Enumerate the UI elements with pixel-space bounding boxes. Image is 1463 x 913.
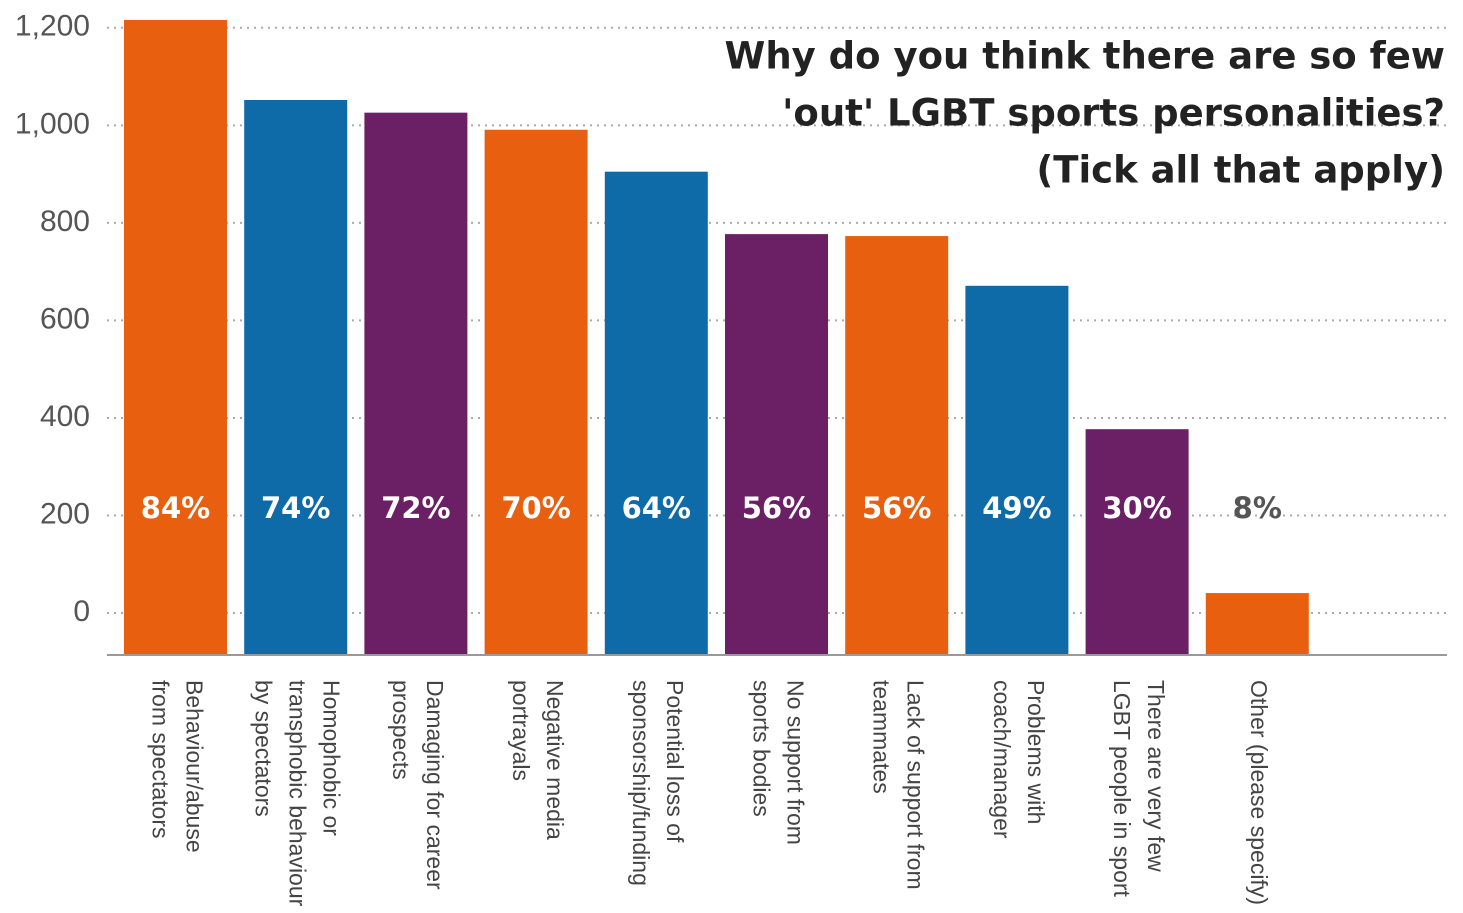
bar [965, 285, 1069, 655]
y-tick-label: 400 [40, 400, 90, 433]
x-tick-label: Potential loss of [662, 680, 688, 843]
bar-label: 74% [261, 491, 330, 525]
x-tick-label: Other (please specify) [1246, 680, 1272, 905]
chart-title: (Tick all that apply) [1036, 149, 1445, 192]
x-tick-label: No support from [782, 680, 808, 845]
bar [725, 234, 828, 655]
bar [364, 112, 468, 656]
y-tick-label: 800 [40, 205, 90, 238]
x-tick-label: Homophobic or [319, 680, 345, 836]
x-tick-label: coach/manager [989, 680, 1015, 839]
bar-label: 72% [381, 491, 450, 525]
bar-label: 56% [742, 491, 811, 525]
x-tick-label: sports bodies [748, 680, 774, 817]
y-tick-label: 1,000 [15, 107, 90, 140]
x-tick-label: Damaging for career [422, 680, 448, 890]
x-tick-label: Negative media [542, 680, 568, 840]
bar [1085, 429, 1189, 655]
x-tick-label: There are very few [1143, 680, 1169, 872]
chart-title: 'out' LGBT sports personalities? [782, 92, 1445, 135]
y-tick-label: 600 [40, 302, 90, 335]
x-tick-label: Lack of support from [903, 680, 929, 890]
x-tick-label: Behaviour/abuse [181, 680, 207, 853]
y-tick-label: 0 [73, 595, 90, 628]
bar-label: 56% [862, 491, 931, 525]
x-tick-label: by spectators [251, 680, 277, 817]
bar-label: 8% [1233, 491, 1282, 525]
bar [845, 236, 949, 656]
x-tick-label: sponsorship/funding [628, 680, 654, 886]
bar [604, 171, 708, 655]
x-tick-label: prospects [388, 680, 414, 780]
bar [124, 19, 227, 655]
x-tick-label: from spectators [147, 680, 173, 839]
bar [484, 129, 588, 656]
x-tick-label: teammates [869, 680, 895, 794]
bar-label: 30% [1102, 491, 1171, 525]
bar [244, 99, 348, 655]
chart-title: Why do you think there are so few [725, 35, 1445, 78]
x-tick-label: Problems with [1023, 680, 1049, 824]
bar-label: 49% [982, 491, 1051, 525]
x-tick-label: portrayals [508, 680, 534, 781]
bar-label: 64% [622, 491, 691, 525]
y-tick-label: 200 [40, 497, 90, 530]
bar-label: 70% [501, 491, 570, 525]
bar-label: 84% [141, 491, 210, 525]
x-tick-label: transphobic behaviour [285, 680, 311, 907]
bar [1205, 593, 1309, 655]
x-tick-label: LGBT people in sport [1109, 680, 1135, 898]
y-tick-label: 1,200 [15, 10, 90, 43]
